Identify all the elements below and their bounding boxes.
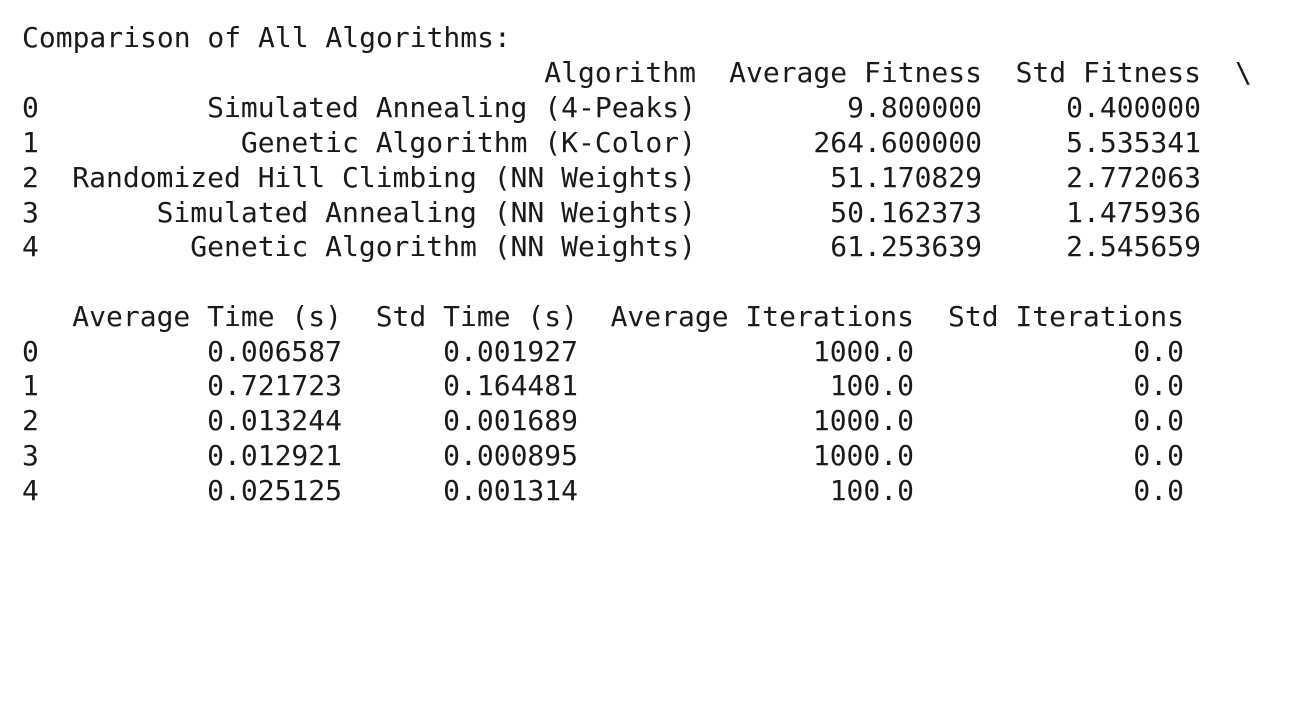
avg-fitness-cell: 51.170829 [830,161,982,194]
table1-col-algorithm: Algorithm [544,56,696,89]
table2-col-avg-iterations: Average Iterations [610,300,914,333]
std-iterations-cell: 0.0 [1133,335,1184,368]
row-index: 1 [22,369,39,402]
table2-row: 3 0.012921 0.000895 1000.0 0.0 [22,439,1262,473]
avg-time-cell: 0.006587 [207,335,342,368]
avg-fitness-cell: 50.162373 [830,196,982,229]
std-time-cell: 0.001314 [443,474,578,507]
table2-col-avg-time: Average Time (s) [72,300,342,333]
table2-col-std-iterations: Std Iterations [947,300,1184,333]
table1-row: 1 Genetic Algorithm (K-Color) 264.600000… [22,126,1262,160]
row-index: 2 [22,404,39,437]
row-index: 2 [22,161,39,194]
std-time-cell: 0.164481 [443,369,578,402]
std-iterations-cell: 0.0 [1133,369,1184,402]
std-fitness-cell: 2.545659 [1066,230,1201,263]
table1-col-std-fitness: Std Fitness [1015,56,1201,89]
algorithm-cell: Simulated Annealing (NN Weights) [156,196,696,229]
table1-header-row: Algorithm Average Fitness Std Fitness \ [22,56,1262,90]
row-index: 4 [22,230,39,263]
algorithm-cell: Simulated Annealing (4-Peaks) [207,91,696,124]
algorithm-cell: Genetic Algorithm (NN Weights) [190,230,696,263]
avg-iterations-cell: 1000.0 [812,404,914,437]
table2-row: 4 0.025125 0.001314 100.0 0.0 [22,474,1262,508]
avg-fitness-cell: 61.253639 [830,230,982,263]
table1-row: 3 Simulated Annealing (NN Weights) 50.16… [22,196,1262,230]
line-continuation-mark: \ [1235,56,1252,89]
std-iterations-cell: 0.0 [1133,404,1184,437]
table1-row: 2 Randomized Hill Climbing (NN Weights) … [22,161,1262,195]
output-heading: Comparison of All Algorithms: [22,21,511,55]
avg-iterations-cell: 1000.0 [812,439,914,472]
avg-time-cell: 0.013244 [207,404,342,437]
std-fitness-cell: 1.475936 [1066,196,1201,229]
row-index: 3 [22,439,39,472]
table2-row: 1 0.721723 0.164481 100.0 0.0 [22,369,1262,403]
avg-iterations-cell: 100.0 [829,369,914,402]
table1-row: 4 Genetic Algorithm (NN Weights) 61.2536… [22,230,1262,264]
table1-row: 0 Simulated Annealing (4-Peaks) 9.800000… [22,91,1262,125]
avg-time-cell: 0.012921 [207,439,342,472]
std-time-cell: 0.001689 [443,404,578,437]
std-fitness-cell: 5.535341 [1066,126,1201,159]
avg-iterations-cell: 1000.0 [812,335,914,368]
table2-header-row: Average Time (s) Std Time (s) Average It… [22,300,1262,334]
std-fitness-cell: 0.400000 [1066,91,1201,124]
avg-fitness-cell: 264.600000 [813,126,982,159]
table2-col-std-time: Std Time (s) [375,300,578,333]
console-output: Comparison of All Algorithms: Algorithm … [22,21,1292,551]
row-index: 0 [22,335,39,368]
algorithm-cell: Genetic Algorithm (K-Color) [240,126,696,159]
std-iterations-cell: 0.0 [1133,474,1184,507]
std-time-cell: 0.001927 [443,335,578,368]
table1-col-avg-fitness: Average Fitness [729,56,982,89]
avg-time-cell: 0.721723 [207,369,342,402]
heading-text: Comparison of All Algorithms: [22,21,511,54]
table2-row: 2 0.013244 0.001689 1000.0 0.0 [22,404,1262,438]
algorithm-cell: Randomized Hill Climbing (NN Weights) [72,161,696,194]
row-index: 4 [22,474,39,507]
std-iterations-cell: 0.0 [1133,439,1184,472]
avg-iterations-cell: 100.0 [829,474,914,507]
avg-time-cell: 0.025125 [207,474,342,507]
table2-row: 0 0.006587 0.001927 1000.0 0.0 [22,335,1262,369]
std-time-cell: 0.000895 [443,439,578,472]
row-index: 0 [22,91,39,124]
row-index: 1 [22,126,39,159]
row-index: 3 [22,196,39,229]
std-fitness-cell: 2.772063 [1066,161,1201,194]
avg-fitness-cell: 9.800000 [847,91,982,124]
